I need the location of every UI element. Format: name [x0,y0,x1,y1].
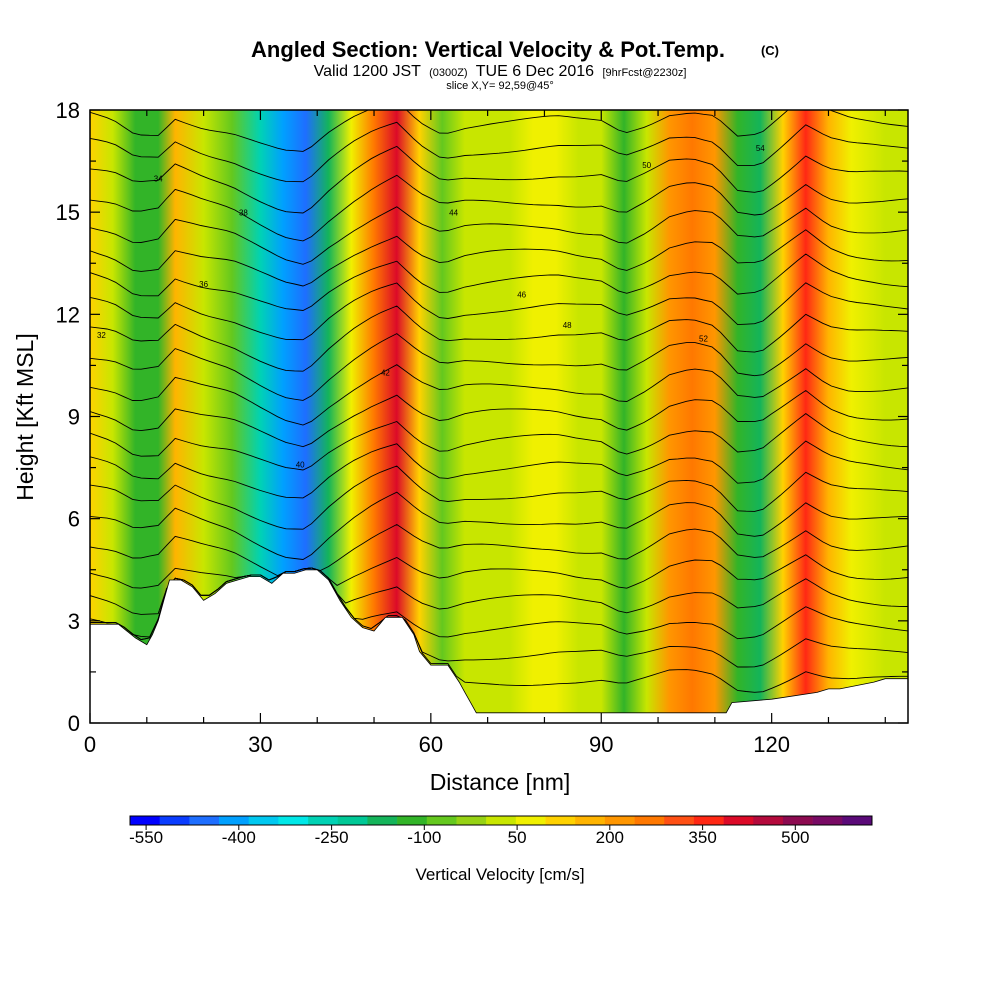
colorbar-swatch [782,816,813,825]
colorbar-label: -550 [129,828,163,847]
colorbar-swatch [337,816,368,825]
x-axis: 0 30 60 90 120 [84,110,886,757]
isentrope-label: 50 [642,161,651,170]
isentrope-label: 54 [756,144,765,153]
colorbar-swatch [842,816,873,825]
isentrope-label: 38 [239,209,248,218]
x-tick-label: 90 [589,732,613,757]
colorbar-swatch [278,816,309,825]
isentrope-lines [90,110,908,693]
subtitle-zulu: (0300Z) [429,67,468,79]
colorbar-swatch [664,816,695,825]
isentrope-line [90,145,908,214]
colorbar-labels: -550 -400 -250 -100 50 200 350 500 [129,825,809,847]
isentrope-label: 36 [199,280,208,289]
isentrope-label: 46 [517,290,526,299]
subtitle-date: TUE 6 Dec 2016 [476,63,594,80]
colorbar-label: -100 [407,828,441,847]
isentrope-line [90,567,908,615]
colorbar-swatch [486,816,517,825]
isentrope-line [90,465,908,530]
isentrope-line [90,491,908,560]
colorbar-swatch [426,816,457,825]
colorbar-swatch [634,816,665,825]
colorbar-label: 50 [508,828,527,847]
colorbar-swatch [693,816,724,825]
colorbar-swatch [812,816,843,825]
colorbar-swatch [159,816,190,825]
colorbar-swatch [130,816,160,825]
isentrope-line [90,389,908,448]
isentrope-line [90,206,908,265]
isentrope-label: 32 [97,331,106,340]
y-tick-label: 3 [68,609,80,634]
chart-subtitle: Valid 1200 JST (0300Z) TUE 6 Dec 2016 [9… [314,63,687,80]
colorbar-swatch [219,816,250,825]
isentrope-label: 48 [563,321,572,330]
colorbar-swatch [723,816,754,825]
colorbar-swatch [545,816,576,825]
isentrope-line [90,229,908,287]
isentrope-line [90,523,908,577]
colorbar-swatch [189,816,220,825]
colorbar-swatch [575,816,606,825]
isentrope-line [90,554,908,589]
colorbar-swatch [456,816,487,825]
isentrope-line [90,364,908,426]
y-tick-label: 15 [56,200,80,225]
x-tick-label: 0 [84,732,96,757]
colorbar-swatch [515,816,546,825]
x-tick-label: 30 [248,732,272,757]
colorbar-swatch [753,816,784,825]
isentrope-line [90,174,908,242]
isentrope-label: 44 [449,209,458,218]
isentrope-line [90,440,908,499]
isentrope-line [90,253,908,311]
plot-area: 32 34 36 38 40 42 44 46 48 50 52 54 [90,110,908,723]
chart-slice-label: slice X,Y= 92,59@45° [446,80,554,92]
colorbar-swatch [397,816,428,825]
isentrope-label: 52 [699,335,708,344]
x-tick-label: 120 [753,732,790,757]
subtitle-valid: Valid 1200 JST [314,63,422,80]
isentrope-labels: 32 34 36 38 40 42 44 46 48 50 52 54 [97,144,765,470]
isentrope-line [90,305,908,372]
colorbar-swatch [367,816,398,825]
isentrope-line [90,333,908,401]
colorbar-frame [129,815,873,826]
subtitle-forecast: [9hrFcst@2230z] [602,67,686,79]
isentrope-label: 40 [296,461,305,470]
colorbar-swatch [248,816,279,825]
terrain-mask [90,569,908,723]
colorbar-label: 200 [596,828,624,847]
isentrope-line [90,282,908,341]
chart-title-unit: (C) [761,43,779,58]
isentrope-label: 34 [154,175,163,184]
colorbar-title: Vertical Velocity [cm/s] [415,865,584,884]
colorbar-swatch [604,816,635,825]
isentrope-line [90,121,908,183]
colorbar-swatch [308,816,339,825]
colorbar-label: 500 [781,828,809,847]
colorbar-label: -400 [222,828,256,847]
colorbar [129,815,873,826]
x-tick-label: 60 [419,732,443,757]
y-tick-label: 12 [56,302,80,327]
isentrope-label: 42 [381,369,390,378]
chart-title: Angled Section: Vertical Velocity & Pot.… [251,37,725,62]
colorbar-label: 350 [688,828,716,847]
isentrope-line [90,110,908,152]
x-axis-title: Distance [nm] [430,769,571,795]
y-tick-label: 18 [56,98,80,123]
y-tick-label: 0 [68,711,80,736]
y-tick-label: 6 [68,507,80,532]
colorbar-label: -250 [315,828,349,847]
isentrope-line [90,413,908,471]
y-tick-label: 9 [68,405,80,430]
y-axis-title: Height [Kft MSL] [12,333,38,500]
